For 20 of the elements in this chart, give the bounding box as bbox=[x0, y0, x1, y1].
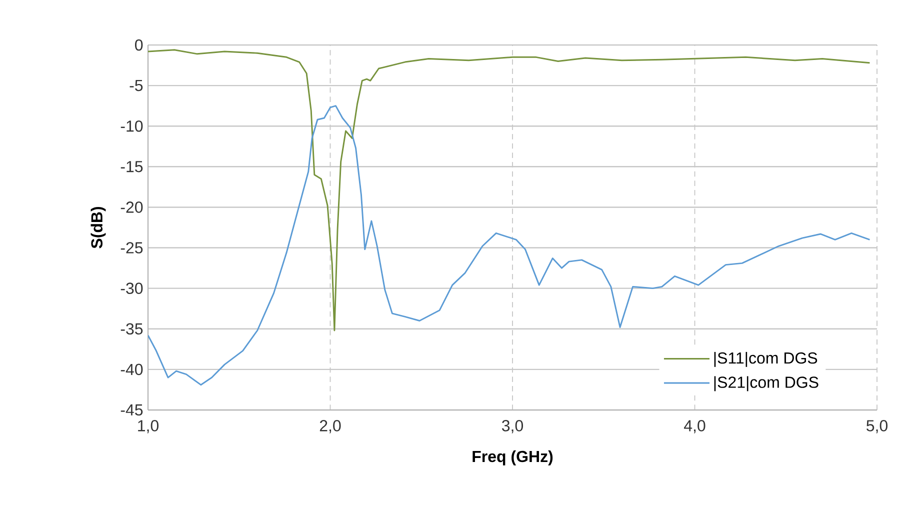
y-tick-label: -35 bbox=[120, 323, 143, 335]
y-tick-label: -25 bbox=[120, 242, 143, 254]
y-tick-label: -5 bbox=[130, 80, 143, 92]
y-axis-title: S(dB) bbox=[90, 206, 106, 248]
x-tick-label: 3,0 bbox=[502, 420, 524, 434]
y-tick-label: -20 bbox=[120, 202, 143, 213]
y-tick-label: 0 bbox=[135, 39, 143, 51]
x-axis-title: Freq (GHz) bbox=[472, 450, 553, 466]
y-tick-label: -45 bbox=[120, 404, 143, 416]
legend-label: |S11|com DGS bbox=[714, 352, 818, 367]
y-tick-label: -15 bbox=[120, 161, 143, 172]
y-tick-label: -40 bbox=[120, 364, 143, 376]
line-series bbox=[148, 49, 870, 332]
legend-label: |S21|com DGS bbox=[714, 376, 818, 392]
x-tick-label: 2,0 bbox=[320, 420, 341, 434]
x-tick-label: 1,0 bbox=[138, 420, 159, 434]
y-tick-label: -30 bbox=[120, 282, 143, 294]
x-tick-label: 4,0 bbox=[684, 420, 706, 434]
x-tick-label: 5,0 bbox=[866, 420, 888, 434]
y-tick-label: -10 bbox=[120, 120, 143, 132]
